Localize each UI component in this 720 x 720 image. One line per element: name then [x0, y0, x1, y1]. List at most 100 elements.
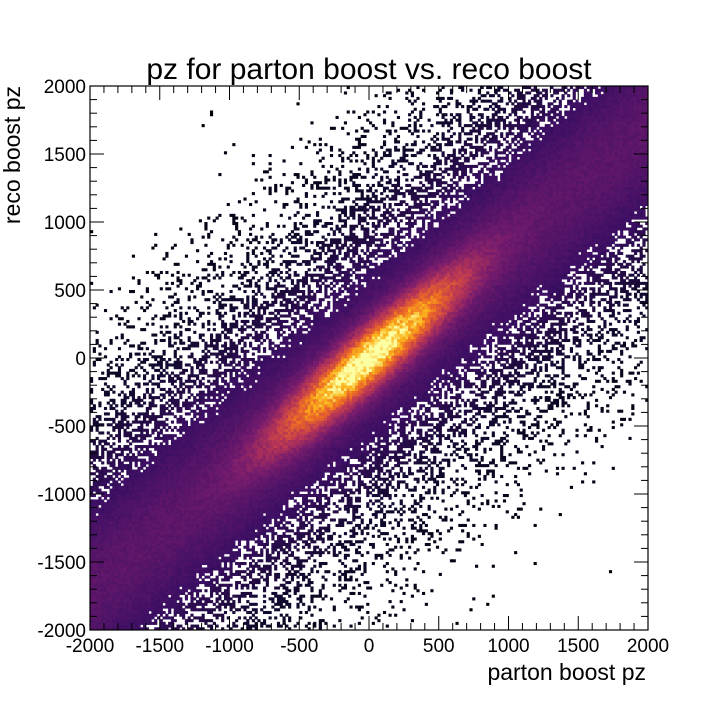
heatmap-cell: [221, 551, 225, 555]
heatmap-cell: [207, 575, 211, 579]
heatmap-cell: [232, 423, 236, 427]
heatmap-cell: [237, 488, 242, 492]
heatmap-cell: [103, 597, 108, 601]
heatmap-cell: [143, 504, 147, 508]
heatmap-cell: [198, 496, 202, 500]
heatmap-cell: [143, 358, 147, 362]
heatmap-cell: [173, 564, 177, 568]
heatmap-cell: [145, 469, 149, 473]
heatmap-cell: [209, 450, 214, 454]
heatmap-cell: [249, 502, 253, 506]
heatmap-cell: [246, 385, 250, 389]
heatmap-cell: [123, 624, 127, 628]
heatmap-cell: [209, 393, 214, 397]
heatmap-cell: [145, 474, 149, 479]
heatmap-cell: [143, 461, 147, 465]
heatmap-cell: [229, 360, 233, 364]
heatmap-cell: [246, 387, 250, 391]
heatmap-cell: [176, 540, 180, 544]
heatmap-cell: [154, 534, 158, 538]
heatmap-cell: [137, 412, 141, 416]
heatmap-cell: [221, 445, 225, 449]
heatmap-cell: [226, 398, 230, 402]
heatmap-cell: [229, 428, 233, 432]
heatmap-cell: [109, 464, 113, 468]
heatmap-cell: [92, 439, 96, 443]
heatmap-cell: [246, 428, 250, 432]
heatmap-cell: [140, 436, 144, 440]
heatmap-cell: [101, 450, 105, 454]
heatmap-cell: [92, 564, 96, 568]
heatmap-cell: [246, 485, 250, 489]
heatmap-cell: [184, 455, 188, 459]
heatmap-cell: [126, 613, 130, 617]
heatmap-cell: [243, 404, 247, 408]
heatmap-cell: [204, 434, 208, 438]
heatmap-cell: [179, 548, 183, 552]
heatmap-cell: [235, 583, 239, 587]
heatmap-cell: [140, 439, 144, 443]
heatmap-cell: [106, 458, 110, 462]
heatmap-cell: [218, 415, 222, 419]
heatmap-cell: [196, 420, 200, 424]
heatmap-cell: [120, 548, 124, 552]
heatmap-cell: [173, 583, 177, 587]
heatmap-cell: [179, 589, 183, 593]
heatmap-cell: [115, 423, 119, 427]
heatmap-cell: [123, 619, 127, 623]
heatmap-cell: [148, 559, 152, 563]
heatmap-cell: [162, 406, 166, 411]
heatmap-cell: [198, 453, 202, 457]
heatmap-cell: [207, 398, 211, 402]
heatmap-cell: [193, 608, 197, 612]
heatmap-cell: [92, 526, 96, 530]
heatmap-cell: [193, 532, 197, 536]
heatmap-cell: [143, 368, 147, 372]
heatmap-cell: [112, 426, 116, 430]
heatmap-cell: [101, 515, 105, 519]
heatmap-cell: [218, 423, 222, 427]
heatmap-cell: [215, 559, 219, 563]
heatmap-cell: [109, 317, 113, 321]
heatmap-cell: [184, 426, 188, 430]
heatmap-cell: [221, 390, 225, 394]
heatmap-cell: [235, 572, 239, 576]
heatmap-cell: [209, 251, 214, 255]
heatmap-cell: [201, 431, 205, 435]
heatmap-cell: [221, 553, 225, 557]
heatmap-cell: [207, 279, 211, 283]
heatmap-cell: [143, 360, 147, 364]
heatmap-cell: [115, 624, 119, 628]
heatmap-cell: [162, 393, 166, 397]
heatmap-cell: [198, 333, 202, 337]
heatmap-cell: [134, 461, 138, 465]
heatmap-cell: [229, 504, 233, 508]
heatmap-cell: [101, 483, 105, 487]
heatmap-cell: [151, 363, 155, 367]
heatmap-cell: [229, 567, 233, 571]
heatmap-cell: [115, 474, 119, 479]
heatmap-cell: [106, 526, 110, 530]
heatmap-cell: [190, 434, 194, 438]
heatmap-cell: [212, 504, 216, 508]
heatmap-cell: [106, 515, 110, 519]
heatmap-cell: [117, 616, 122, 620]
heatmap-cell: [151, 480, 155, 484]
heatmap-cell: [112, 534, 116, 538]
heatmap-cell: [145, 553, 149, 557]
heatmap-cell: [109, 551, 113, 555]
heatmap-cell: [221, 504, 225, 508]
heatmap-cell: [140, 474, 144, 479]
heatmap-cell: [126, 483, 130, 487]
heatmap-cell: [115, 472, 119, 476]
heatmap-cell: [162, 526, 166, 530]
heatmap-cell: [170, 396, 175, 400]
heatmap-cell: [126, 453, 130, 457]
heatmap-cell: [190, 428, 194, 432]
heatmap-cell: [143, 616, 147, 620]
heatmap-cell: [221, 491, 225, 495]
heatmap-cell: [173, 613, 177, 617]
heatmap-cell: [235, 529, 239, 533]
heatmap-cell: [187, 534, 191, 538]
heatmap-cell: [207, 523, 211, 527]
